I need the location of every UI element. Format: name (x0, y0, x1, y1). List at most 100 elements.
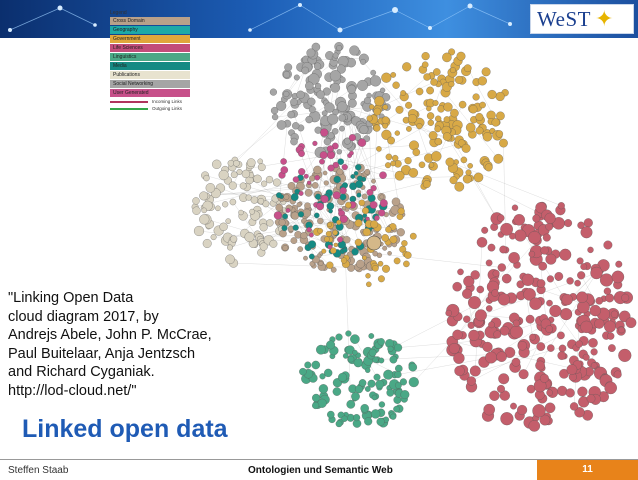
dataset-node (616, 261, 623, 268)
dataset-node (512, 205, 518, 211)
dataset-node (364, 97, 371, 104)
dataset-node (206, 183, 215, 192)
dataset-node (294, 75, 300, 81)
dataset-node (526, 315, 534, 323)
dataset-node (402, 62, 411, 71)
dataset-node (496, 92, 505, 101)
dataset-node (486, 305, 492, 311)
dataset-node (307, 181, 311, 185)
dataset-node (336, 220, 341, 225)
dataset-node (446, 310, 452, 316)
dataset-node (584, 218, 593, 227)
dataset-node (319, 159, 324, 164)
dataset-node (291, 212, 299, 220)
dataset-node (308, 98, 316, 106)
dataset-node (204, 175, 210, 181)
dataset-node (541, 246, 549, 254)
dataset-node (339, 126, 344, 131)
dataset-node (247, 159, 255, 167)
slide-footer: Steffen Staab Ontologien und Semantic We… (0, 459, 638, 480)
dataset-node (626, 318, 636, 328)
dataset-node (405, 102, 412, 109)
dataset-node (607, 333, 614, 340)
dataset-node (576, 341, 583, 348)
dataset-node (591, 349, 598, 356)
dataset-node (480, 102, 486, 108)
dataset-node (305, 362, 312, 369)
dataset-node (226, 219, 231, 224)
legend-item: Media (110, 62, 190, 70)
dataset-node (558, 202, 565, 209)
dataset-node (330, 248, 336, 254)
dataset-node (363, 228, 371, 236)
dataset-node (581, 263, 587, 269)
legend-link-line-icon (110, 108, 148, 110)
dataset-node (293, 177, 299, 183)
dataset-node (361, 404, 369, 412)
dataset-node (528, 231, 541, 244)
page-number: 11 (537, 460, 638, 480)
dataset-node (463, 316, 470, 323)
dataset-node (618, 327, 624, 333)
dataset-node (463, 175, 472, 184)
citation-line: Paul Buitelaar, Anja Jentzsch (8, 345, 244, 364)
dataset-node (365, 169, 370, 174)
dataset-node (471, 270, 480, 279)
dataset-node (309, 106, 316, 113)
dataset-node (324, 369, 332, 377)
dataset-node (298, 150, 304, 156)
dataset-node (340, 187, 347, 194)
dataset-node (450, 176, 458, 184)
dataset-node (382, 117, 389, 124)
dataset-node (297, 91, 305, 99)
dataset-node (376, 146, 381, 151)
dataset-node (446, 158, 454, 166)
dataset-node (356, 260, 364, 268)
dataset-node (298, 211, 304, 217)
dataset-node (393, 82, 400, 89)
dataset-node (351, 174, 355, 178)
legend-item: Linguistics (110, 53, 190, 61)
dataset-node (395, 171, 404, 180)
dataset-node (316, 345, 325, 354)
dataset-node (535, 361, 544, 370)
dataset-node (286, 208, 290, 212)
dataset-node (314, 63, 321, 70)
dataset-node (281, 166, 288, 173)
dataset-node (240, 183, 247, 190)
dataset-node (390, 414, 396, 420)
dataset-node (442, 53, 451, 62)
cloud-nodes (192, 42, 636, 431)
dataset-node (249, 209, 254, 214)
dataset-node (403, 261, 409, 267)
dataset-node (377, 418, 385, 426)
dataset-node (337, 169, 343, 175)
dataset-node (391, 72, 396, 77)
dataset-node (284, 194, 289, 199)
dataset-node (496, 112, 504, 120)
dataset-node (273, 179, 281, 187)
dataset-node (497, 352, 507, 362)
dataset-node (394, 344, 402, 352)
dataset-node (260, 243, 268, 251)
dataset-node (468, 163, 473, 168)
dataset-node (270, 240, 278, 248)
dataset-node (392, 155, 398, 161)
dataset-node (422, 52, 430, 60)
dataset-node (345, 202, 351, 208)
dataset-node (279, 219, 286, 226)
legend-link-label: Outgoing Links (152, 106, 182, 111)
dataset-node (229, 182, 237, 190)
dataset-node (477, 286, 484, 293)
dataset-node (475, 310, 487, 322)
dataset-node (353, 414, 360, 421)
dataset-node (266, 219, 273, 226)
dataset-node (211, 234, 217, 240)
dataset-node (449, 81, 455, 87)
dataset-node (362, 207, 369, 214)
dataset-node (293, 225, 299, 231)
dataset-node (429, 131, 437, 139)
dataset-node (587, 395, 595, 403)
dataset-node (288, 182, 295, 189)
footer-author: Steffen Staab (8, 465, 68, 476)
